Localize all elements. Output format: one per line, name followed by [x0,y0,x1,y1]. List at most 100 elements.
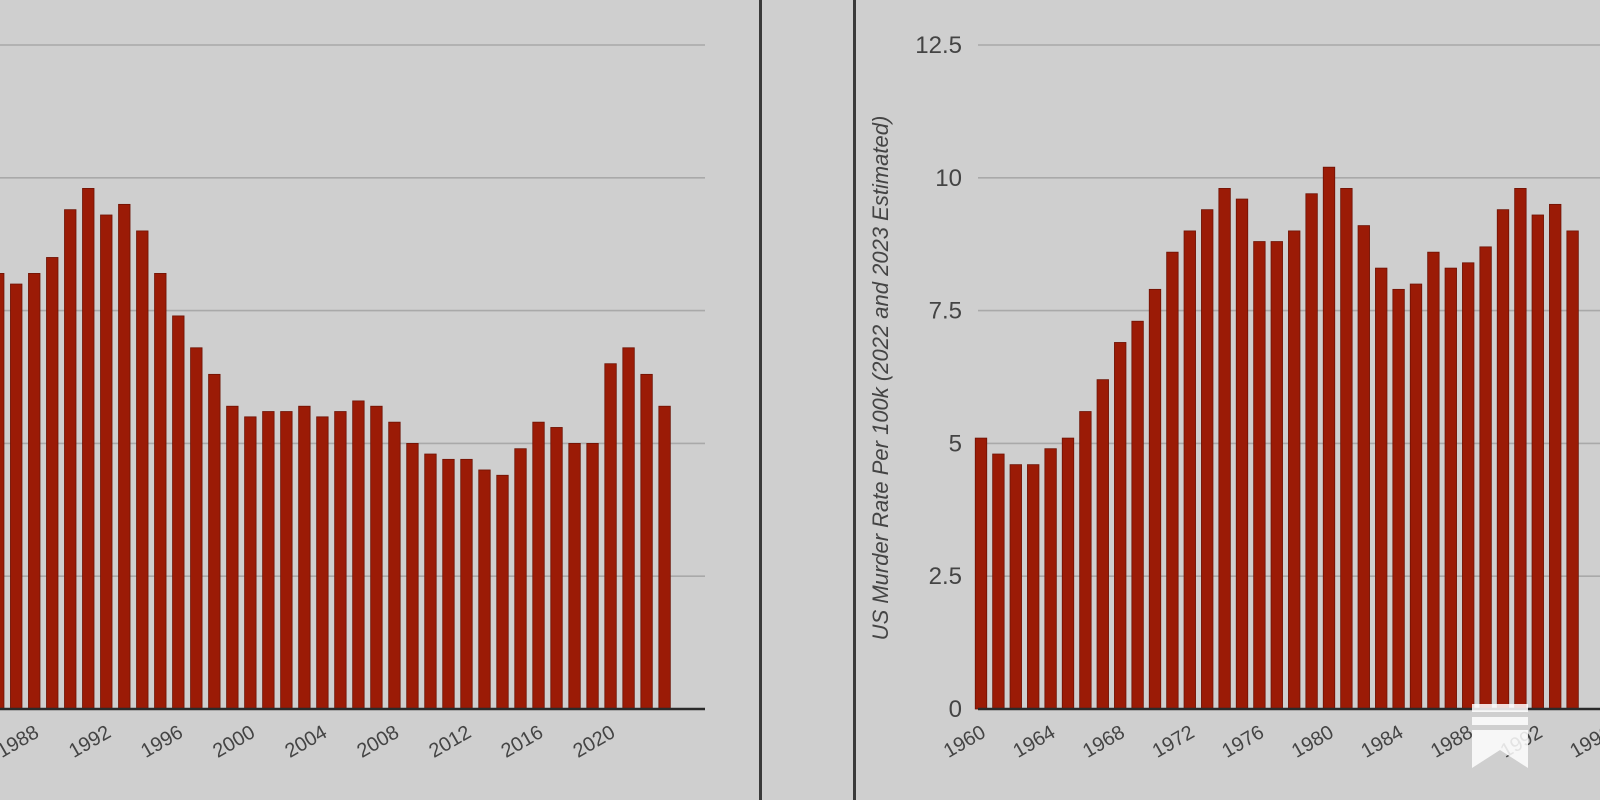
bar-1980 [1322,166,1336,710]
bar-1999 [226,405,239,710]
y-tick-label: 0 [949,696,962,723]
bar-1961 [992,453,1005,710]
bar-1974 [1218,188,1231,710]
bar-2016 [532,421,545,710]
bar-1976 [1253,241,1266,710]
bar-1994 [136,230,149,710]
bar-1963 [1027,464,1040,710]
bar-1978 [1288,230,1301,710]
bar-1990 [64,209,77,710]
bar-1993 [118,203,131,710]
bar-2023 [658,405,671,710]
x-tick-label: 2016 [497,721,547,762]
bar-2001 [262,411,275,710]
bar-1991 [82,188,95,710]
bar-1975 [1235,198,1249,710]
bar-1991 [1514,188,1527,710]
bar-1995 [154,273,167,710]
x-tick-label: 1964 [1010,721,1060,762]
panel-divider-left [759,0,762,800]
bar-1962 [1009,464,1022,710]
bar-2012 [460,458,473,710]
bar-2003 [298,405,311,710]
x-tick-label: 2000 [209,721,259,762]
bar-1960 [974,437,988,710]
bar-1984 [1392,288,1405,710]
bar-1988 [1462,262,1475,710]
x-tick-label: 1960 [940,721,990,762]
bar-1988 [28,273,41,710]
x-tick-label: 2004 [281,721,331,762]
bar-2009 [406,442,419,710]
bar-1964 [1044,448,1057,710]
bar-1973 [1201,209,1214,710]
bar-1970 [1148,288,1162,710]
bar-2011 [442,458,455,710]
bar-1993 [1549,203,1562,710]
bar-2021 [622,347,635,710]
right-chart: 1960196419681972197619801984198819921996… [868,32,1600,763]
bar-1969 [1131,320,1144,710]
bar-1987 [1444,267,1457,710]
x-tick-label: 1996 [1566,721,1600,762]
bar-1987 [10,283,23,710]
left-chart: 1988 1992 1996 2000 2004 2008 2012 2016 2020 [0,44,705,763]
bar-1972 [1183,230,1196,710]
bar-1998 [208,373,221,710]
bar-1971 [1166,251,1179,710]
x-tick-label: 1976 [1218,721,1268,762]
bar-1966 [1079,411,1092,710]
panel-divider-right [853,0,856,800]
x-tick-label: 1992 [65,721,115,762]
bar-1997 [190,347,203,710]
bar-2015 [514,448,527,710]
bar-2013 [478,469,491,710]
bar-2006 [352,400,365,710]
bar-1986 [0,273,5,710]
x-tick-label: 2008 [353,721,403,762]
bar-2008 [388,421,401,710]
bar-1990 [1496,209,1510,710]
bar-1982 [1357,225,1370,710]
bar-1986 [1427,251,1440,710]
x-tick-label: 1996 [137,721,187,762]
bar-2022 [640,373,653,710]
bar-1992 [100,214,113,710]
y-tick-label: 12.5 [915,32,962,59]
bar-2020 [604,363,617,710]
bar-2000 [244,416,257,710]
bar-1981 [1340,188,1353,710]
bar-1992 [1531,214,1544,710]
bookmark-icon[interactable] [1470,704,1530,770]
bar-1968 [1114,342,1127,710]
bar-1965 [1061,437,1075,710]
y-tick-label: 2.5 [929,563,962,590]
x-tick-label: 1968 [1079,721,1129,762]
x-tick-label: 2012 [425,721,475,762]
bar-2007 [370,405,383,710]
bar-2002 [280,411,293,710]
bar-1979 [1305,193,1318,710]
x-tick-label: 2020 [570,721,620,762]
bar-2014 [496,474,509,710]
bar-1977 [1270,241,1283,710]
bar-1989 [1479,246,1492,710]
bar-1996 [172,315,185,710]
y-tick-label: 10 [935,165,962,192]
y-axis-title: US Murder Rate Per 100k (2022 and 2023 E… [868,116,893,641]
x-tick-label: 1972 [1149,721,1199,762]
bar-1989 [46,257,59,710]
bar-2004 [316,416,329,710]
bar-1994 [1566,230,1579,710]
y-tick-label: 5 [949,430,962,457]
x-tick-label: 1988 [0,721,43,762]
bar-1983 [1375,267,1388,710]
x-tick-label: 1984 [1358,721,1408,762]
bar-2010 [424,453,437,710]
bar-1967 [1096,379,1109,710]
x-tick-label: 1980 [1288,721,1338,762]
bar-2018 [568,442,581,710]
bar-2005 [334,411,347,710]
